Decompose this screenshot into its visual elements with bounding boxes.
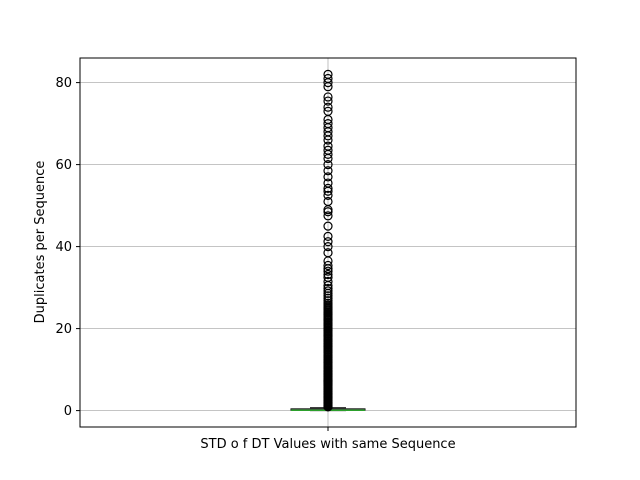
outlier-point: [323, 293, 333, 303]
outlier-point: [323, 69, 333, 80]
outlier-point: [323, 178, 333, 188]
outlier-point: [323, 211, 333, 221]
outlier-points: [323, 69, 333, 412]
outlier-point: [323, 248, 333, 258]
y-axis-label: Duplicates per Sequence: [33, 161, 48, 324]
outlier-point: [323, 260, 333, 271]
outlier-point: [323, 231, 333, 241]
outlier-point: [323, 291, 333, 301]
outlier-point: [323, 102, 333, 112]
outlier-point: [323, 196, 333, 207]
outlier-point: [323, 172, 333, 182]
outlier-point: [323, 237, 333, 247]
outlier-point: [323, 166, 333, 176]
outlier-point: [323, 283, 333, 294]
outlier-point: [323, 160, 333, 170]
outlier-point: [323, 141, 333, 151]
outlier-point: [323, 269, 333, 280]
outlier-point: [323, 73, 333, 84]
x-axis-label: STD o f DT Values with same Sequence: [200, 437, 455, 452]
outlier-point: [323, 266, 333, 276]
outlier-point: [323, 92, 333, 102]
outlier-point: [323, 96, 333, 106]
y-tick-label: 20: [55, 322, 72, 337]
y-axis-ticks: 0 20 40 60 80: [55, 76, 80, 419]
y-tick-label: 40: [55, 240, 72, 255]
outlier-point: [323, 106, 333, 116]
outlier-point: [323, 272, 333, 282]
outlier-point: [323, 183, 333, 193]
y-tick-label: 0: [64, 404, 72, 419]
outlier-point: [323, 276, 333, 287]
outlier-point: [323, 298, 333, 308]
y-tick-label: 80: [55, 76, 72, 91]
outlier-point: [323, 145, 333, 155]
outlier-point: [323, 296, 333, 306]
outlier-point: [323, 221, 333, 231]
outlier-point: [323, 190, 333, 200]
y-tick-label: 60: [55, 158, 72, 173]
outlier-point: [323, 118, 333, 129]
outlier-point: [323, 242, 333, 252]
outlier-point: [323, 286, 333, 296]
